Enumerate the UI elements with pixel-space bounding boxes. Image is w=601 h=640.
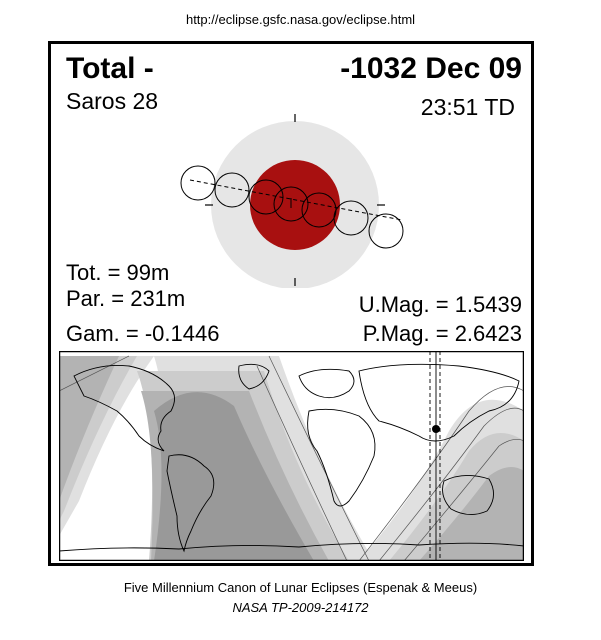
moon-position (368, 213, 404, 249)
moon-position (214, 172, 250, 208)
australia-coast (442, 475, 494, 515)
visibility-band (419, 467, 524, 561)
visibility-band (59, 356, 119, 501)
ecliptic-path (189, 179, 403, 221)
umbra-shadow (250, 160, 340, 250)
moon-position (273, 186, 309, 222)
moon-position (333, 200, 369, 236)
contour-line (268, 355, 370, 561)
north-america-coast (73, 365, 175, 452)
moon-position (248, 179, 284, 215)
map-border (59, 351, 524, 561)
sub-lunar-point (432, 425, 440, 433)
umbral-magnitude: U.Mag. = 1.5439 (358, 292, 522, 317)
moon-path-diagram (180, 114, 404, 288)
penumbral-magnitude: P.Mag. = 2.6423 (362, 321, 522, 346)
canon-caption: Five Millennium Canon of Lunar Eclipses … (123, 580, 478, 595)
eclipse-panel-frame (48, 41, 534, 566)
total-visibility-region (154, 392, 314, 561)
saros-number: Saros 28 (66, 88, 159, 114)
gamma-value: Gam. = -0.1446 (66, 321, 220, 346)
greenland-coast (238, 363, 270, 390)
contour-line (378, 407, 524, 561)
contour-line (59, 355, 130, 392)
partial-duration: Par. = 231m (66, 286, 186, 311)
antarctica-coast (59, 542, 524, 552)
greatest-eclipse-time: 23:51 TD (420, 94, 515, 120)
publication-number: NASA TP-2009-214172 (232, 600, 369, 615)
contour-line (403, 439, 524, 561)
eclipse-date: -1032 Dec 09 (340, 52, 522, 85)
source-url[interactable]: http://eclipse.gsfc.nasa.gov/eclipse.htm… (185, 12, 416, 27)
visibility-world-map (59, 351, 524, 561)
south-america-coast (166, 454, 215, 553)
contour-line (256, 365, 348, 561)
contour-line (358, 386, 524, 561)
europe-coast (298, 368, 355, 399)
moon-position (180, 165, 216, 201)
asia-coast (358, 363, 520, 442)
africa-coast (307, 408, 376, 507)
totality-duration: Tot. = 99m (66, 260, 170, 285)
eclipse-type: Total - (66, 52, 154, 85)
